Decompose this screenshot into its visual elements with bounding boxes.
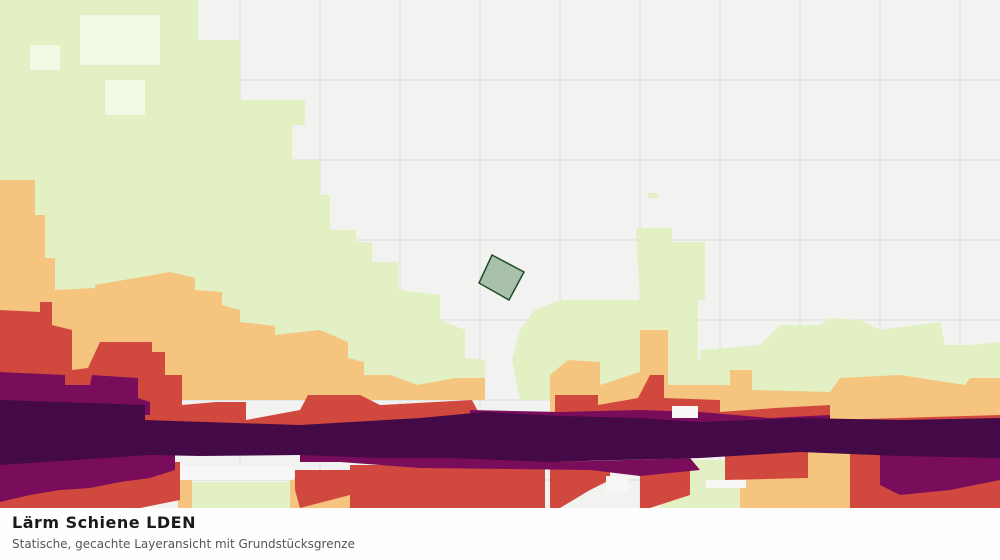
parcel-boundary[interactable] [478, 253, 526, 302]
map-title: Lärm Schiene LDEN [12, 513, 196, 532]
caption-panel [0, 508, 1000, 560]
map-clearing [30, 15, 160, 115]
noise-zone-extreme [0, 400, 1000, 465]
map-subtitle: Statische, gecachte Layeransicht mit Gru… [12, 537, 355, 551]
map-gap [180, 406, 746, 492]
